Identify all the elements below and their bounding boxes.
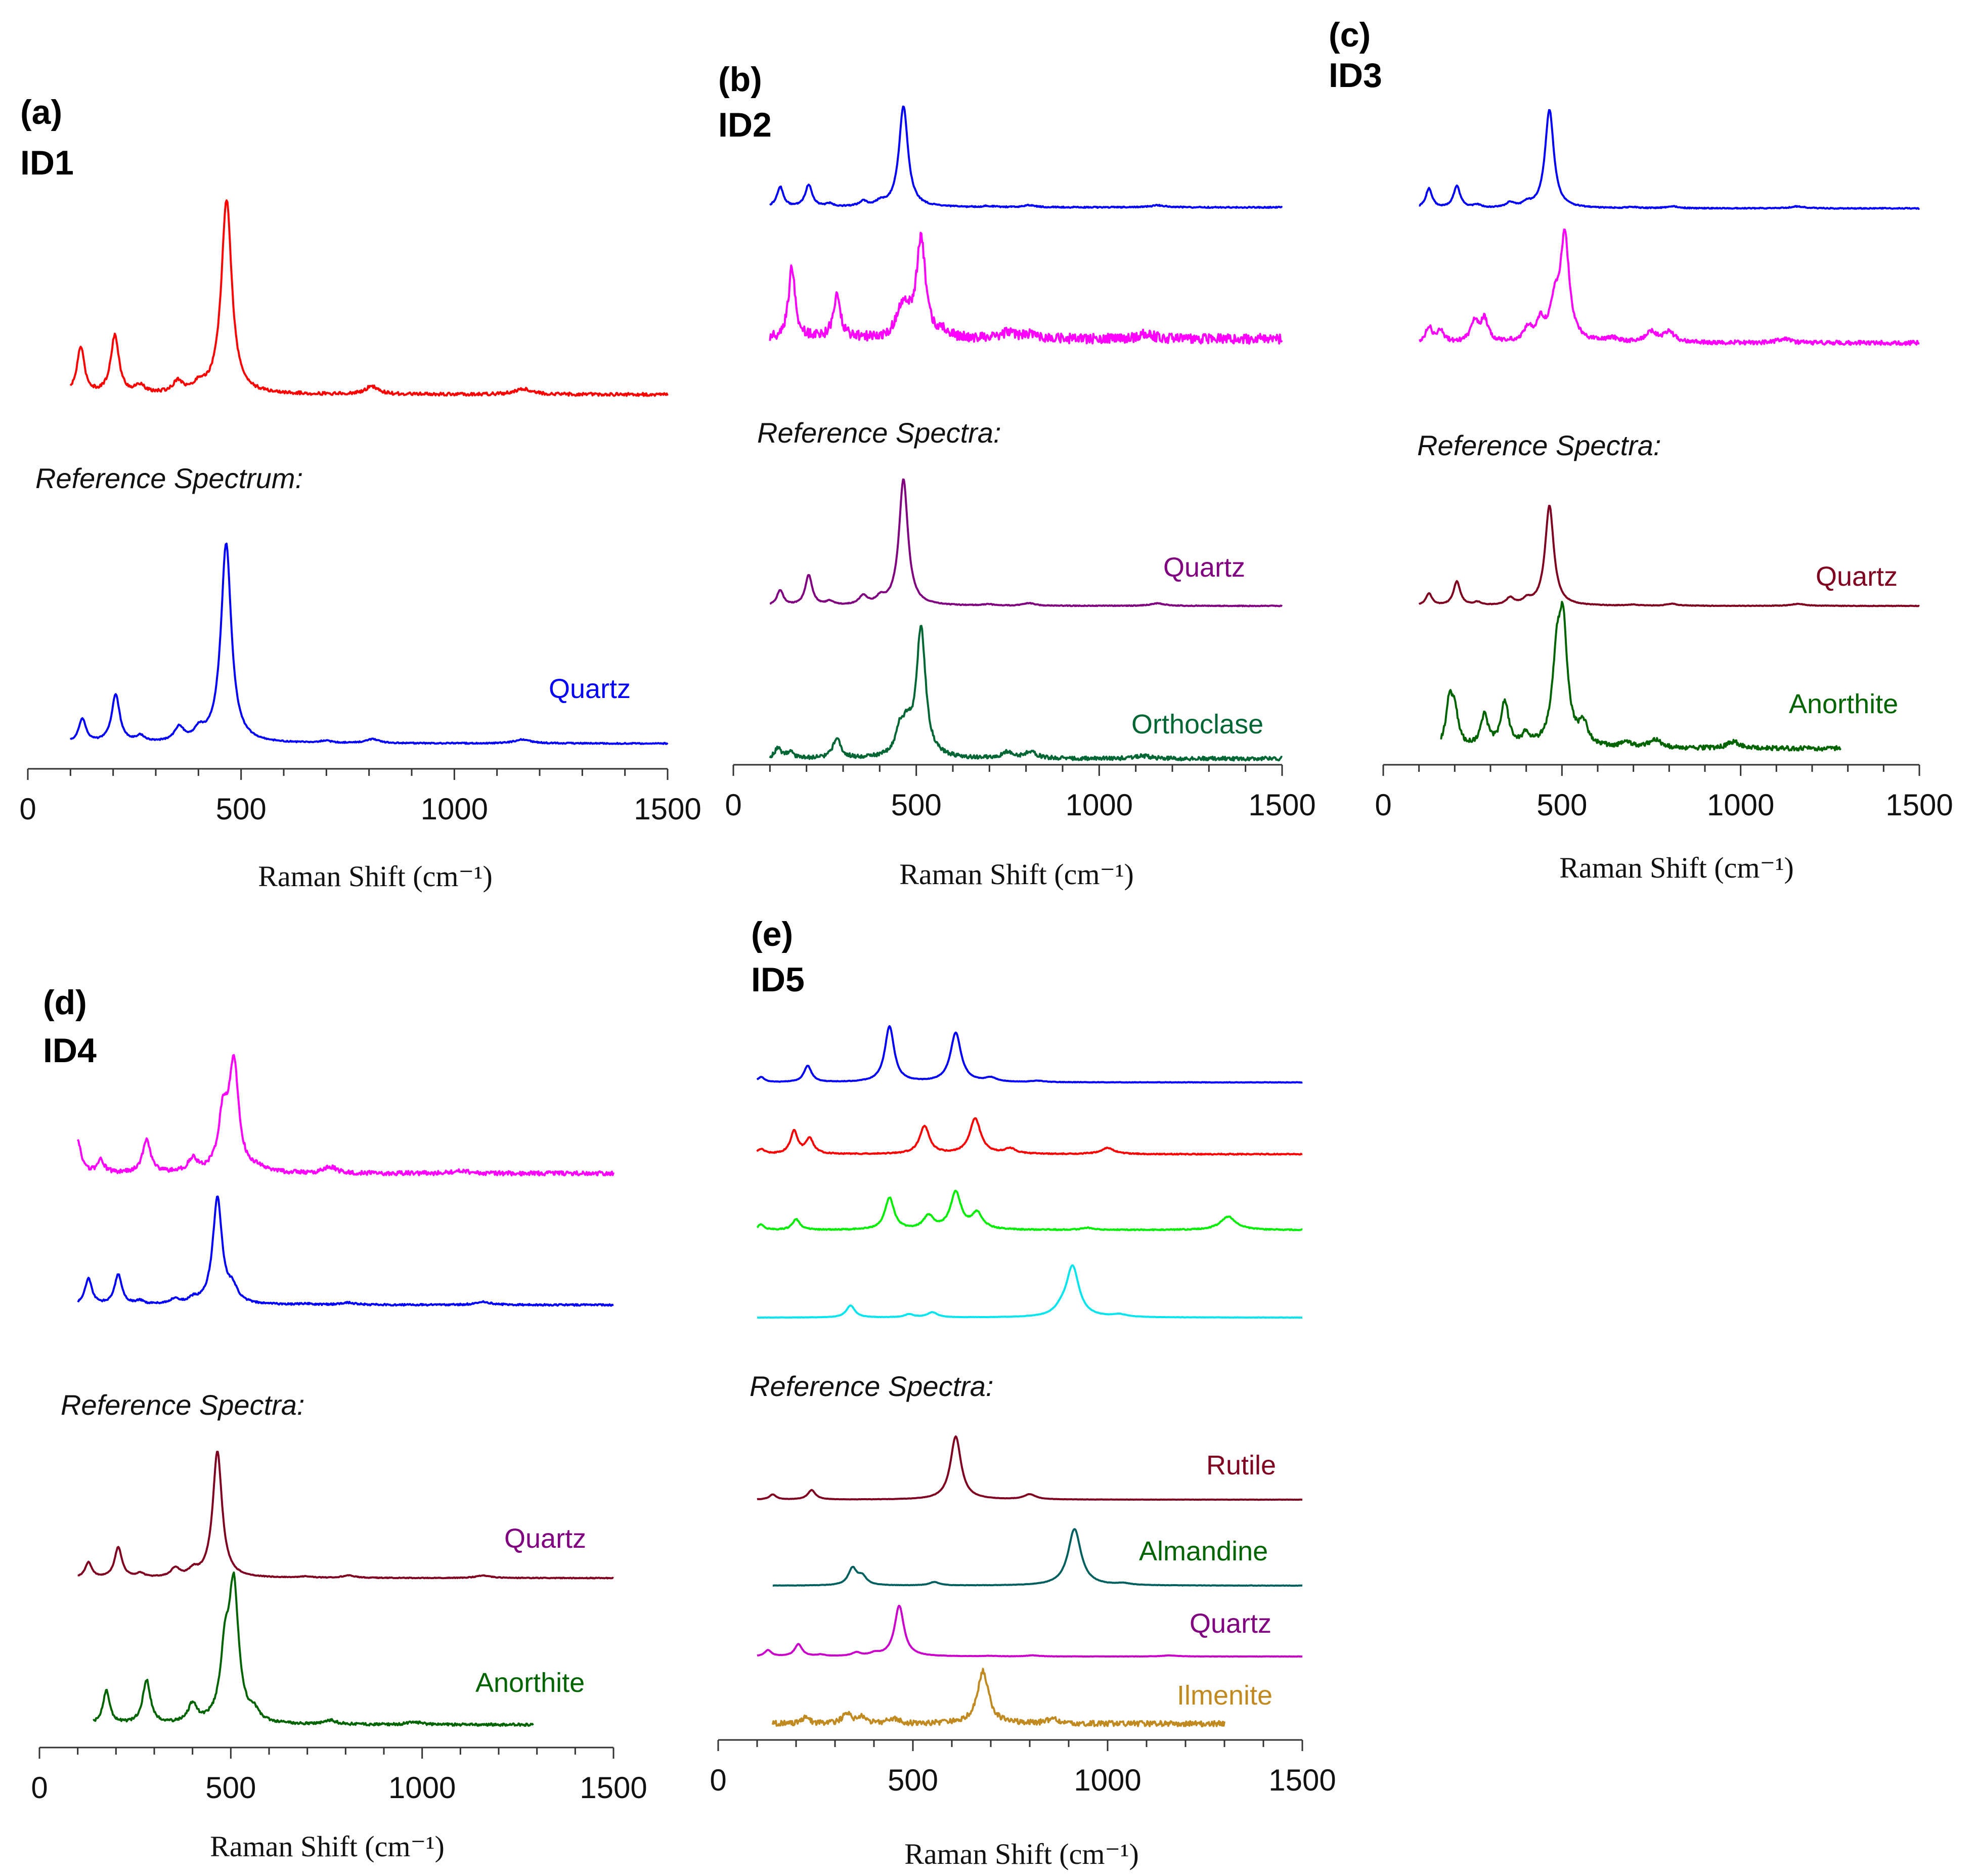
panel-a-x-axis: 0 500 1000 1500 xyxy=(19,768,701,826)
spectrum-line-id1-sample xyxy=(69,199,669,397)
spectrum-line-id5-spot-4 xyxy=(757,1264,1303,1319)
x-tick-label: 0 xyxy=(725,788,741,822)
panel-b-reference-heading: Reference Spectra: xyxy=(757,417,1001,449)
x-tick-label: 0 xyxy=(19,792,36,826)
panel-c-reference-heading: Reference Spectra: xyxy=(1417,429,1661,461)
spectrum-line-quartz-reference xyxy=(1418,505,1920,607)
panel-c-x-axis-title: Raman Shift (cm⁻¹) xyxy=(1559,851,1794,884)
panel-c-letter: (c) xyxy=(1329,16,1371,54)
x-tick-label: 1500 xyxy=(580,1771,647,1805)
panel-a-letter: (a) xyxy=(20,93,62,132)
panel-a: (a) ID1 Reference Spectrum: Quartz 0 500 1… xyxy=(19,93,701,893)
panel-b-label-orthoclase: Orthoclase xyxy=(1131,709,1263,739)
x-tick-label: 1000 xyxy=(1066,788,1133,822)
x-tick-label: 0 xyxy=(1375,788,1391,822)
x-tick-label: 500 xyxy=(888,1763,938,1797)
panel-b-id: ID2 xyxy=(718,106,772,144)
spectrum-line-id5-spot-1 xyxy=(756,1025,1303,1084)
spectrum-line-quartz-reference xyxy=(69,542,669,745)
panel-b-series xyxy=(769,105,1283,762)
x-tick-label: 500 xyxy=(891,788,942,822)
spectrum-line-quartz-reference xyxy=(77,1451,614,1580)
panel-e-x-axis: 0 500 1000 1500 xyxy=(710,1739,1336,1797)
spectrum-line-id3-spot-2 xyxy=(1419,228,1920,346)
spectrum-line-id2-spot-2 xyxy=(769,232,1283,345)
spectrum-line-id5-spot-2 xyxy=(756,1117,1303,1156)
panel-c-label-anorthite: Anorthite xyxy=(1789,689,1898,719)
spectrum-line-id4-spot-1 xyxy=(76,1054,614,1176)
panel-c: (c) ID3 Reference Spectra: Quartz Anorth… xyxy=(1329,16,1953,884)
panel-b-label-quartz: Quartz xyxy=(1163,552,1245,583)
x-tick-label: 1000 xyxy=(388,1771,456,1805)
x-tick-label: 0 xyxy=(710,1763,726,1797)
panel-d-reference-heading: Reference Spectra: xyxy=(61,1389,304,1421)
panel-c-label-quartz: Quartz xyxy=(1816,561,1898,592)
panel-e: (e) ID5 Reference Spectra: Rutile Almand… xyxy=(710,915,1336,1870)
panel-d-series xyxy=(76,1054,614,1727)
panel-d: (d) ID4 Reference Spectra: Quartz Anorth… xyxy=(31,983,647,1863)
panel-c-series xyxy=(1418,109,1920,752)
spectrum-line-anorthite-reference xyxy=(93,1571,534,1727)
panel-e-label-ilmenite: Ilmenite xyxy=(1177,1680,1272,1711)
spectrum-line-id5-spot-3 xyxy=(756,1190,1303,1232)
x-tick-label: 1500 xyxy=(1248,788,1315,822)
spectrum-line-ilmenite-reference xyxy=(771,1668,1225,1728)
spectrum-line-id3-spot-1 xyxy=(1419,109,1920,210)
panel-e-series xyxy=(756,1025,1303,1728)
x-tick-label: 1500 xyxy=(634,792,701,826)
panel-d-label-anorthite: Anorthite xyxy=(475,1668,585,1698)
x-tick-label: 1000 xyxy=(421,792,488,826)
x-tick-label: 500 xyxy=(205,1771,256,1805)
x-tick-label: 1000 xyxy=(1074,1763,1141,1797)
panel-a-series xyxy=(69,199,669,745)
spectrum-line-anorthite-reference xyxy=(1440,600,1842,752)
panel-e-label-quartz: Quartz xyxy=(1190,1608,1271,1639)
panel-b-letter: (b) xyxy=(718,60,762,99)
panel-b: (b) ID2 Reference Spectra: Quartz Orthoc… xyxy=(718,60,1316,891)
spectrum-line-id2-spot-1 xyxy=(769,105,1283,209)
spectrum-line-orthoclase-reference xyxy=(769,625,1283,762)
panel-a-id: ID1 xyxy=(20,144,74,182)
panel-a-reference-heading: Reference Spectrum: xyxy=(35,462,303,494)
panel-d-x-axis-title: Raman Shift (cm⁻¹) xyxy=(210,1830,445,1863)
panel-e-label-almandine: Almandine xyxy=(1139,1536,1268,1566)
x-tick-label: 1000 xyxy=(1707,788,1774,822)
panel-e-reference-heading: Reference Spectra: xyxy=(750,1370,993,1402)
spectrum-line-almandine-reference xyxy=(772,1528,1303,1587)
panel-e-x-axis-title: Raman Shift (cm⁻¹) xyxy=(904,1838,1139,1870)
panel-d-x-axis: 0 500 1000 1500 xyxy=(31,1747,647,1805)
panel-a-label-quartz: Quartz xyxy=(549,674,631,704)
x-tick-label: 1500 xyxy=(1268,1763,1336,1797)
spectrum-line-rutile-reference xyxy=(757,1435,1303,1501)
x-tick-label: 0 xyxy=(31,1771,48,1805)
panel-b-x-axis-title: Raman Shift (cm⁻¹) xyxy=(899,858,1134,891)
spectrum-line-quartz-reference xyxy=(757,1604,1303,1658)
panel-e-label-rutile: Rutile xyxy=(1206,1450,1276,1480)
panel-e-id: ID5 xyxy=(751,961,805,999)
panel-a-x-axis-title: Raman Shift (cm⁻¹) xyxy=(258,860,493,893)
x-tick-label: 1500 xyxy=(1885,788,1953,822)
panel-e-letter: (e) xyxy=(751,915,793,953)
panel-d-label-quartz: Quartz xyxy=(504,1523,586,1554)
spectrum-line-quartz-reference xyxy=(769,478,1283,607)
panel-d-letter: (d) xyxy=(43,983,87,1022)
panel-b-x-axis: 0 500 1000 1500 xyxy=(725,764,1316,822)
x-tick-label: 500 xyxy=(1536,788,1587,822)
x-tick-label: 500 xyxy=(216,792,267,826)
panel-d-id: ID4 xyxy=(43,1031,97,1070)
panel-c-id: ID3 xyxy=(1329,56,1382,95)
spectrum-line-id4-spot-2 xyxy=(77,1195,614,1307)
panel-c-x-axis: 0 500 1000 1500 xyxy=(1375,764,1953,822)
